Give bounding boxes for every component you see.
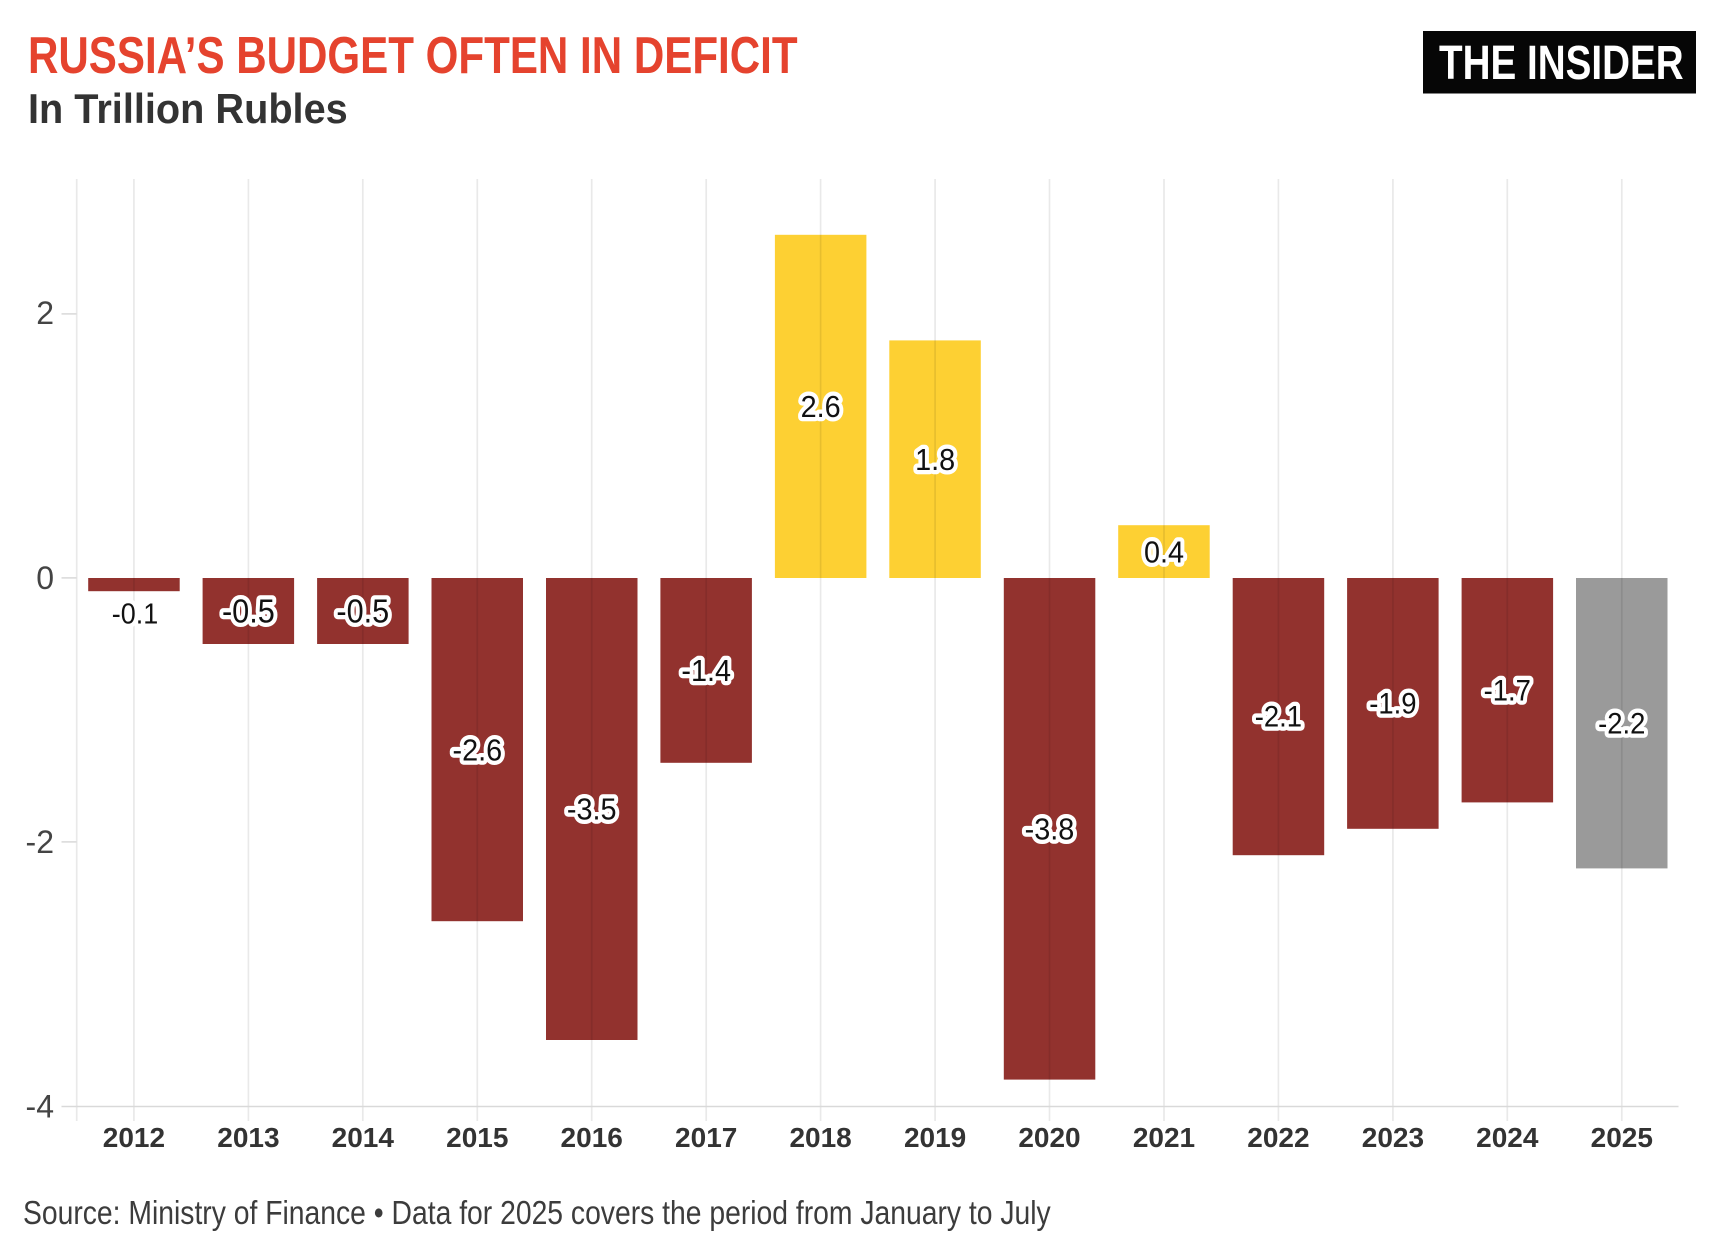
svg-text:In Trillion Rubles: In Trillion Rubles: [28, 85, 348, 132]
svg-text:-1.7: -1.7: [1484, 674, 1531, 707]
svg-text:2018: 2018: [789, 1122, 851, 1153]
svg-text:2022: 2022: [1247, 1122, 1309, 1153]
svg-text:2023: 2023: [1362, 1122, 1424, 1153]
svg-text:Source: Ministry of Finance •: Source: Ministry of Finance • Data for 2…: [23, 1194, 1051, 1232]
svg-text:2021: 2021: [1133, 1122, 1195, 1153]
svg-text:-4: -4: [26, 1089, 54, 1125]
svg-text:2.6: 2.6: [801, 390, 841, 424]
svg-text:2015: 2015: [446, 1122, 508, 1153]
svg-text:2020: 2020: [1018, 1122, 1080, 1153]
svg-text:2017: 2017: [675, 1122, 737, 1153]
svg-text:0.4: 0.4: [1144, 535, 1184, 569]
svg-text:-1.4: -1.4: [681, 654, 731, 688]
svg-text:-2.1: -2.1: [1255, 701, 1302, 734]
svg-text:2: 2: [36, 295, 54, 331]
svg-text:-0.5: -0.5: [336, 592, 389, 629]
svg-text:2019: 2019: [904, 1122, 966, 1153]
svg-text:-2: -2: [26, 824, 54, 860]
svg-text:-3.8: -3.8: [1025, 813, 1075, 847]
svg-text:-0.1: -0.1: [112, 598, 158, 630]
svg-text:-2.2: -2.2: [1598, 707, 1645, 740]
svg-text:2024: 2024: [1476, 1122, 1539, 1153]
svg-text:2016: 2016: [561, 1122, 623, 1153]
svg-text:RUSSIA’S BUDGET OFTEN IN DEFIC: RUSSIA’S BUDGET OFTEN IN DEFICIT: [28, 27, 798, 85]
svg-text:0: 0: [36, 560, 54, 596]
svg-text:2012: 2012: [103, 1122, 165, 1153]
svg-text:THE INSIDER: THE INSIDER: [1439, 37, 1684, 90]
svg-text:1.8: 1.8: [915, 443, 955, 477]
svg-text:-0.5: -0.5: [222, 592, 275, 629]
svg-text:2014: 2014: [332, 1122, 395, 1153]
svg-text:-3.5: -3.5: [567, 793, 617, 827]
svg-text:-2.6: -2.6: [452, 733, 502, 767]
svg-text:2013: 2013: [217, 1122, 279, 1153]
svg-text:2025: 2025: [1591, 1122, 1653, 1153]
svg-text:-1.9: -1.9: [1369, 688, 1416, 721]
